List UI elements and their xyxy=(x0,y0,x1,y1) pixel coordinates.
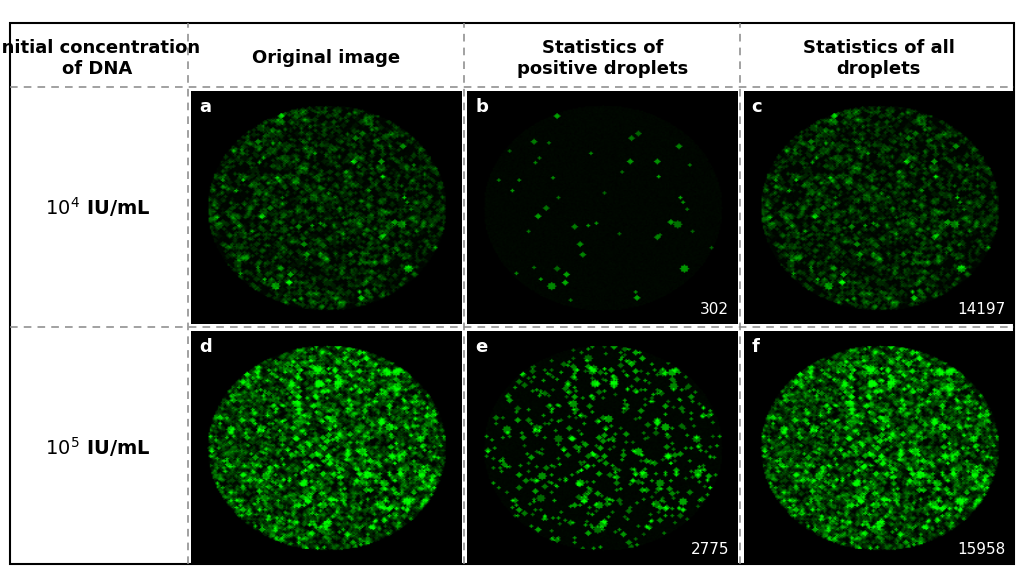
Text: 14197: 14197 xyxy=(957,301,1006,317)
Text: b: b xyxy=(475,98,488,116)
Text: $10^4$ IU/mL: $10^4$ IU/mL xyxy=(45,195,151,219)
Text: c: c xyxy=(752,98,762,116)
Text: f: f xyxy=(752,338,760,355)
Text: Statistics of all
droplets: Statistics of all droplets xyxy=(803,39,954,78)
Text: Statistics of
positive droplets: Statistics of positive droplets xyxy=(517,39,688,78)
Text: e: e xyxy=(475,338,487,355)
Text: 2775: 2775 xyxy=(691,542,729,557)
Text: 302: 302 xyxy=(700,301,729,317)
Text: d: d xyxy=(199,338,212,355)
Text: 15958: 15958 xyxy=(957,542,1006,557)
Text: $10^5$ IU/mL: $10^5$ IU/mL xyxy=(45,435,151,459)
Text: a: a xyxy=(199,98,211,116)
Text: Initial concentration
of DNA: Initial concentration of DNA xyxy=(0,39,200,78)
Text: Original image: Original image xyxy=(252,49,400,67)
